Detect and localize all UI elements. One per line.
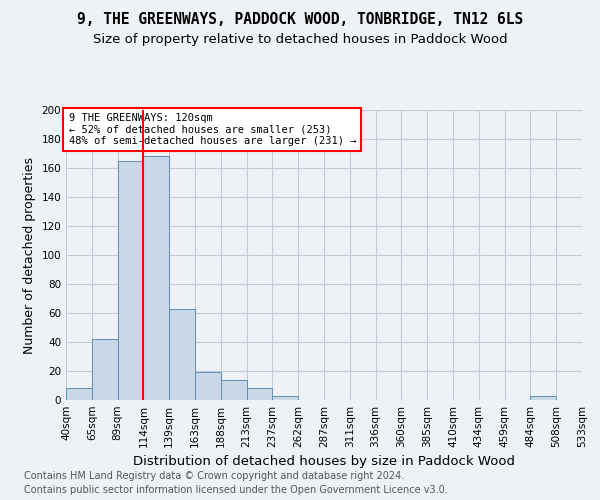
Bar (247, 388, 272, 400)
Bar (118, 161, 143, 400)
Bar (92, 339, 118, 400)
Text: 9, THE GREENWAYS, PADDOCK WOOD, TONBRIDGE, TN12 6LS: 9, THE GREENWAYS, PADDOCK WOOD, TONBRIDG… (77, 12, 523, 28)
Text: 9 THE GREENWAYS: 120sqm
← 52% of detached houses are smaller (253)
48% of semi-d: 9 THE GREENWAYS: 120sqm ← 52% of detache… (68, 113, 356, 146)
Text: Contains HM Land Registry data © Crown copyright and database right 2024.: Contains HM Land Registry data © Crown c… (24, 471, 404, 481)
X-axis label: Distribution of detached houses by size in Paddock Wood: Distribution of detached houses by size … (133, 456, 515, 468)
Bar (169, 308, 195, 400)
Bar (66, 388, 92, 400)
Bar (272, 396, 298, 400)
Bar (530, 396, 556, 400)
Text: Size of property relative to detached houses in Paddock Wood: Size of property relative to detached ho… (92, 32, 508, 46)
Bar (143, 156, 169, 400)
Bar (195, 372, 221, 400)
Text: Contains public sector information licensed under the Open Government Licence v3: Contains public sector information licen… (24, 485, 448, 495)
Y-axis label: Number of detached properties: Number of detached properties (23, 156, 36, 354)
Bar (221, 380, 247, 400)
